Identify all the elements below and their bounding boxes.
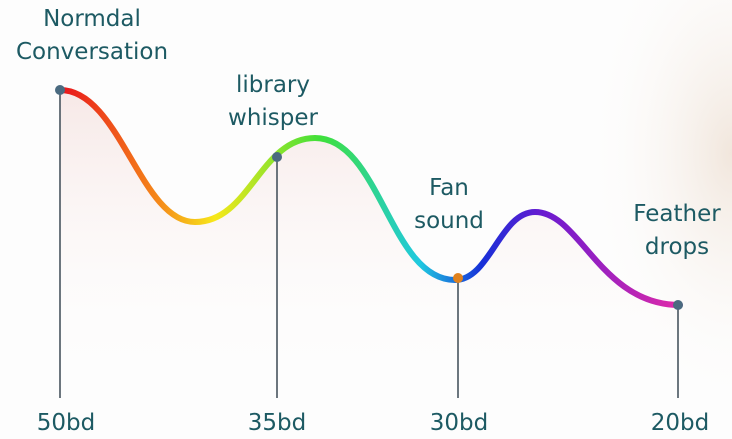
points: Normdal Conversation 50bd library whisper 35b… [16,6,721,436]
point-label: drops [645,234,709,260]
point-label: Fan [429,175,469,201]
point-label: Feather [633,201,721,227]
level-label: 30bd [430,410,488,436]
level-label: 20bd [651,410,709,436]
point-label: whisper [228,105,319,131]
point-label: Conversation [16,39,168,65]
level-label: 50bd [37,410,95,436]
point-dot [453,273,463,283]
sound-curve [57,87,683,308]
point-dot [272,152,282,162]
point-label: library [236,72,310,98]
point-dot [55,85,65,95]
point-label: Normdal [43,6,141,32]
point-dot [673,300,683,310]
area-shade [60,90,680,400]
level-label: 35bd [248,410,306,436]
point-label: sound [414,208,484,234]
